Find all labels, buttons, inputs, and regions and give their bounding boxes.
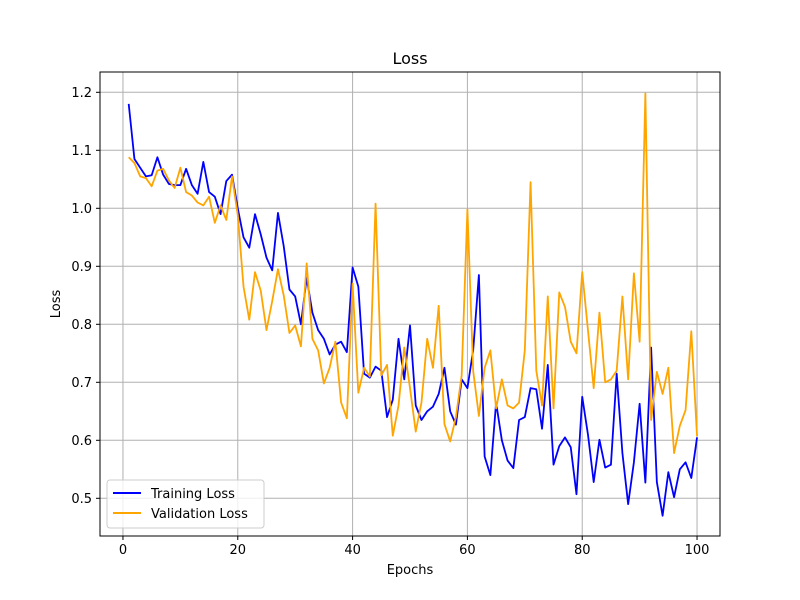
validation-loss-line xyxy=(128,92,698,454)
legend-label-training: Training Loss xyxy=(150,487,235,502)
y-tick-label: 0.6 xyxy=(71,434,92,449)
x-tick-label: 80 xyxy=(574,543,591,558)
y-tick-label: 0.8 xyxy=(71,318,92,333)
legend-label-validation: Validation Loss xyxy=(151,507,248,522)
y-tick-label: 1.0 xyxy=(71,202,92,217)
chart-title: Loss xyxy=(392,49,427,68)
legend: Training Loss Validation Loss xyxy=(106,479,265,529)
y-axis-title: Loss xyxy=(49,290,64,319)
x-tick-label: 100 xyxy=(685,543,710,558)
series-lines xyxy=(127,92,698,517)
plot-frame xyxy=(99,71,721,537)
legend-box xyxy=(106,479,265,529)
training-loss-line xyxy=(127,103,698,517)
y-tick-label: 1.1 xyxy=(71,144,92,159)
x-tick-label: 60 xyxy=(459,543,476,558)
y-tick-label: 0.5 xyxy=(71,492,92,507)
y-tick-label: 1.2 xyxy=(71,86,92,101)
x-tick-label: 20 xyxy=(230,543,247,558)
x-tick-label: 0 xyxy=(119,543,127,558)
y-tick-label: 0.9 xyxy=(71,260,92,275)
axis-ticks: 0 20 40 60 80 100 0.5 0.6 0.7 0.8 0.9 1.0 1.1 1.2 xyxy=(71,86,709,558)
y-tick-label: 0.7 xyxy=(71,376,92,391)
x-tick-label: 40 xyxy=(344,543,361,558)
x-axis-title: Epochs xyxy=(387,563,434,578)
